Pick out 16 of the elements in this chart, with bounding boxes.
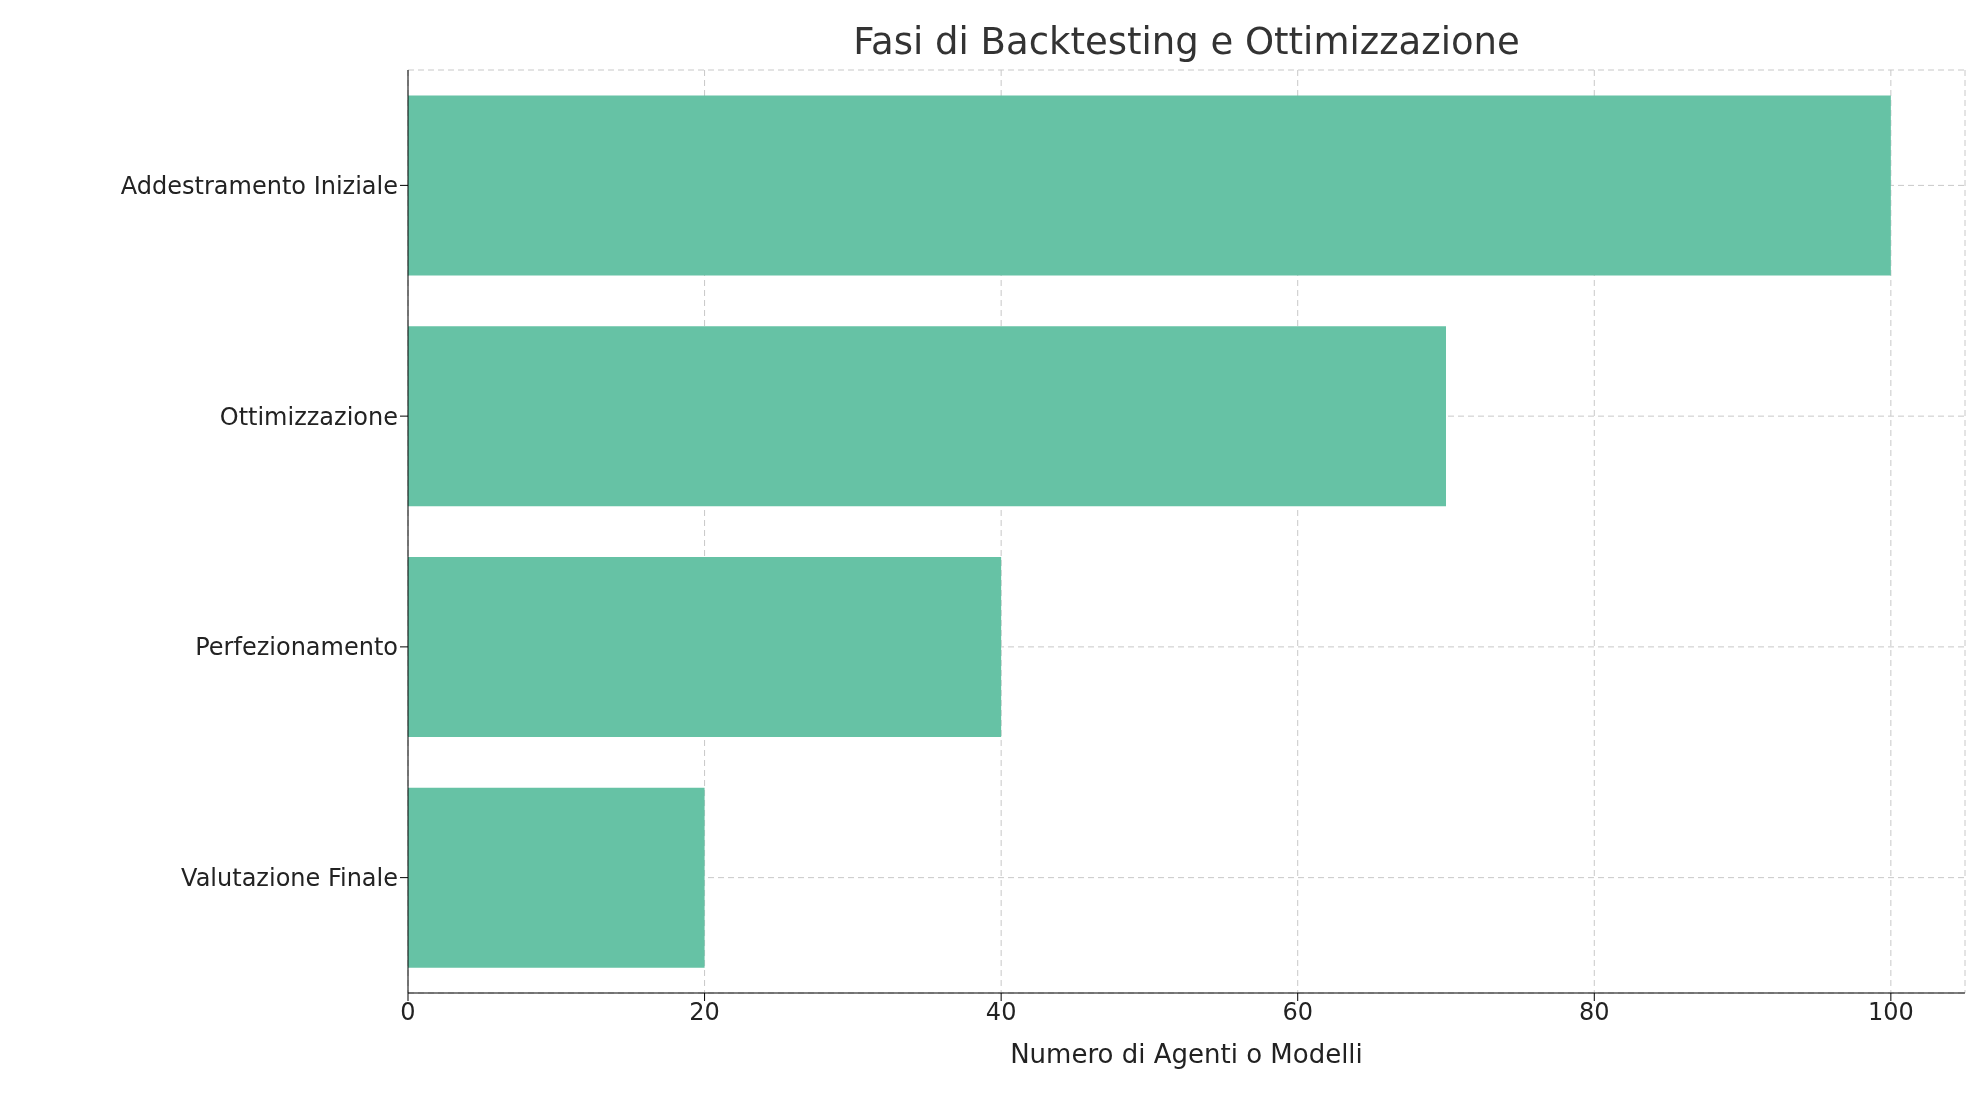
chart-title: Fasi di Backtesting e Ottimizzazione xyxy=(852,20,1521,63)
x-tick-label: 20 xyxy=(689,998,720,1027)
y-tick-label: Valutazione Finale xyxy=(181,864,398,893)
x-tick-label: 60 xyxy=(1282,998,1313,1027)
y-tick-label: Addestramento Iniziale xyxy=(120,171,398,200)
x-axis-title: Numero di Agenti o Modelli xyxy=(1010,1039,1363,1069)
y-tick-label: Perfezionamento xyxy=(195,633,398,662)
y-tick-label: Ottimizzazione xyxy=(219,402,398,431)
x-tick-label: 0 xyxy=(400,998,416,1027)
x-tick-label: 100 xyxy=(1867,998,1914,1027)
x-tick-label: 80 xyxy=(1579,998,1610,1027)
bar xyxy=(408,95,1891,276)
bar xyxy=(408,326,1446,507)
bar xyxy=(408,556,1002,737)
bar xyxy=(408,787,705,968)
x-tick-label: 40 xyxy=(985,998,1017,1027)
